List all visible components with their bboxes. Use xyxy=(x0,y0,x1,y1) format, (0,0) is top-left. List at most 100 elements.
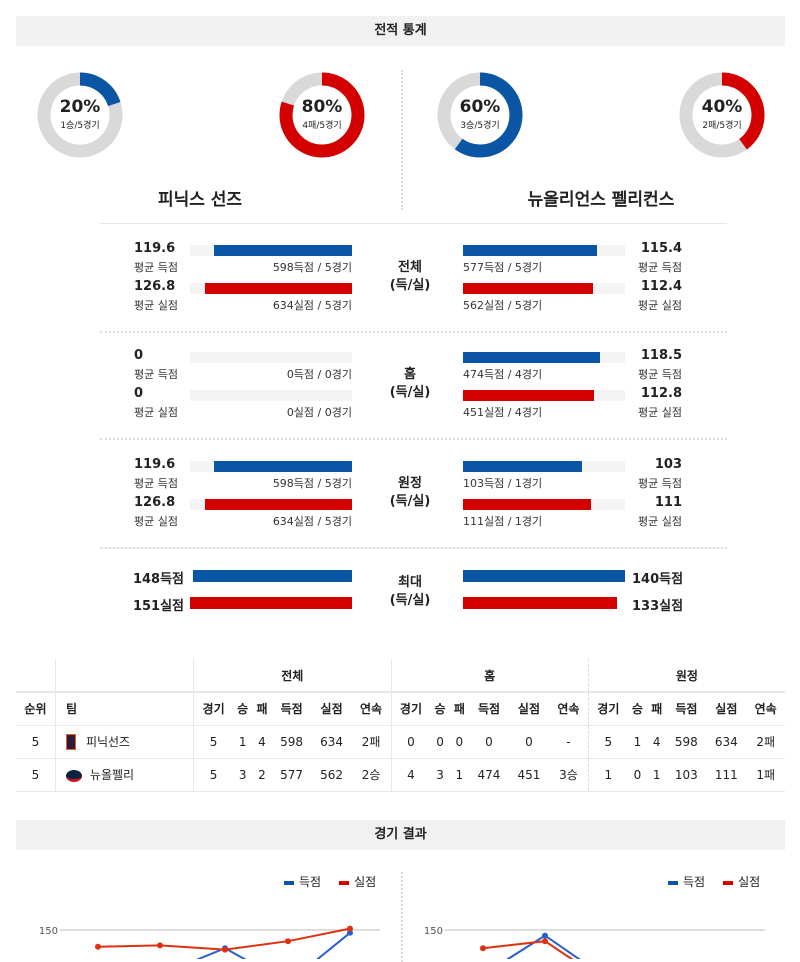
max-left-scored: 148득점 xyxy=(132,572,184,587)
table-cell: 5 xyxy=(587,725,628,759)
left-allowed-avg: 0 xyxy=(134,386,144,401)
table-cell: 5 xyxy=(193,725,234,759)
table-cell: 2패 xyxy=(351,725,391,759)
donut-arc xyxy=(279,72,365,158)
right-scored-avg: 118.5 xyxy=(640,348,682,363)
max-right-allowed-bar xyxy=(463,597,617,609)
left-scored-avg: 119.6 xyxy=(134,457,176,472)
col-header: 실점 xyxy=(508,692,549,726)
donut-sub: 4패/5경기 xyxy=(302,121,342,131)
right-allowed-bar xyxy=(463,283,594,294)
table-cell: 0 xyxy=(449,725,469,759)
table-row: 5 뉴올펠리 5 3 2 577 562 2승 4 3 1 474 451 3승 1 0 1 103 111 1패 xyxy=(16,758,785,792)
table-cell: - xyxy=(548,725,589,759)
data-point xyxy=(347,925,353,932)
col-header: 승 xyxy=(627,692,648,726)
home-team-name: 피닉스 선즈 xyxy=(157,190,243,210)
data-point xyxy=(347,929,353,936)
right-scored-label: 평균 득점 xyxy=(638,477,682,490)
table-cell: 3 xyxy=(430,758,450,792)
table-cell: 577 xyxy=(271,758,312,792)
right-allowed-bar xyxy=(463,390,594,401)
right-scored-avg: 115.4 xyxy=(640,241,682,256)
legend-scored-swatch xyxy=(668,880,678,885)
y-tick-label: 150 xyxy=(39,926,58,937)
table-cell: 2 xyxy=(252,758,272,792)
max-left-allowed: 151실점 xyxy=(132,599,184,614)
section-label: 홈 (득/실) xyxy=(389,367,431,400)
legend-allowed: 실점 xyxy=(354,875,377,889)
right-allowed-avg: 111 xyxy=(654,495,682,510)
data-point xyxy=(480,945,486,952)
max-right-allowed: 133실점 xyxy=(632,599,684,614)
data-point xyxy=(542,932,548,939)
donut-chart: 20% 1승/5경기 xyxy=(35,70,125,160)
col-header: 경기 xyxy=(193,692,234,726)
col-header: 패 xyxy=(252,692,272,726)
col-header: 연속 xyxy=(548,692,589,726)
left-scored-note: 598득점 / 5경기 xyxy=(272,477,352,490)
left-scored-label: 평균 득점 xyxy=(134,477,178,490)
right-scored-label: 평균 득점 xyxy=(638,261,682,274)
donut-chart: 40% 2패/5경기 xyxy=(677,70,767,160)
team-cell[interactable]: 피닉선즈 xyxy=(54,725,194,759)
table-cell: 634 xyxy=(311,725,352,759)
group-away: 원정 xyxy=(587,659,785,693)
record-section-title: 전적 통계 xyxy=(16,16,785,46)
away-team-name: 뉴올리언스 펠리컨스 xyxy=(527,190,675,210)
right-scored-bar xyxy=(463,245,597,256)
right-scored-label: 평균 득점 xyxy=(638,368,682,381)
col-header: 승 xyxy=(430,692,450,726)
col-header: 연속 xyxy=(351,692,391,726)
donut-sub: 1승/5경기 xyxy=(60,121,100,131)
right-scored-avg: 103 xyxy=(654,457,682,472)
col-header: 순위 xyxy=(16,692,56,726)
data-point xyxy=(95,943,101,950)
series-line-득점 xyxy=(506,934,581,959)
donut-sub: 3승/5경기 xyxy=(460,121,500,131)
left-allowed-note: 0실점 / 0경기 xyxy=(286,406,352,419)
results-section-title: 경기 결과 xyxy=(16,820,785,850)
col-header: 연속 xyxy=(746,692,785,726)
right-allowed-note: 562실점 / 5경기 xyxy=(463,299,543,312)
data-point xyxy=(157,942,163,949)
left-scored-avg: 0 xyxy=(134,348,144,363)
legend-allowed: 실점 xyxy=(738,875,761,889)
data-point xyxy=(222,946,228,953)
table-cell: 3 xyxy=(233,758,253,792)
table-cell: 2승 xyxy=(351,758,391,792)
donut-chart: 80% 4패/5경기 xyxy=(277,70,367,160)
left-allowed-label: 평균 실점 xyxy=(134,406,178,419)
right-scored-note: 103득점 / 1경기 xyxy=(463,477,543,490)
left-scored-avg: 119.6 xyxy=(134,241,176,256)
table-cell: 1 xyxy=(233,725,253,759)
col-header: 패 xyxy=(647,692,667,726)
legend-allowed-swatch xyxy=(723,880,734,885)
col-header: 팀 xyxy=(54,692,194,726)
donut-sub: 2패/5경기 xyxy=(702,121,742,131)
table-cell: 1 xyxy=(587,758,628,792)
legend-allowed-swatch xyxy=(339,880,350,885)
col-header: 패 xyxy=(449,692,469,726)
left-scored-label: 평균 득점 xyxy=(134,261,178,274)
table-cell: 5 xyxy=(16,725,56,759)
team-cell[interactable]: 뉴올펠리 xyxy=(54,758,194,792)
left-scored-label: 평균 득점 xyxy=(134,368,178,381)
table-cell: 562 xyxy=(311,758,352,792)
col-header: 경기 xyxy=(390,692,431,726)
left-allowed-avg: 126.8 xyxy=(134,279,176,294)
table-cell: 634 xyxy=(706,725,747,759)
left-scored-note: 598득점 / 5경기 xyxy=(272,261,352,274)
legend-scored: 득점 xyxy=(683,875,706,889)
section-label: 원정 (득/실) xyxy=(389,476,431,509)
left-allowed-note: 634실점 / 5경기 xyxy=(272,515,352,528)
donut-chart: 60% 3승/5경기 xyxy=(435,70,525,160)
legend-right: 득점 실점 xyxy=(650,873,760,890)
right-scored-note: 474득점 / 4경기 xyxy=(463,368,543,381)
table-cell: 5 xyxy=(16,758,56,792)
left-allowed-label: 평균 실점 xyxy=(134,299,178,312)
right-allowed-avg: 112.8 xyxy=(640,386,682,401)
max-right-scored-bar xyxy=(463,570,625,582)
right-allowed-avg: 112.4 xyxy=(640,279,682,294)
left-allowed-bar xyxy=(205,283,352,294)
